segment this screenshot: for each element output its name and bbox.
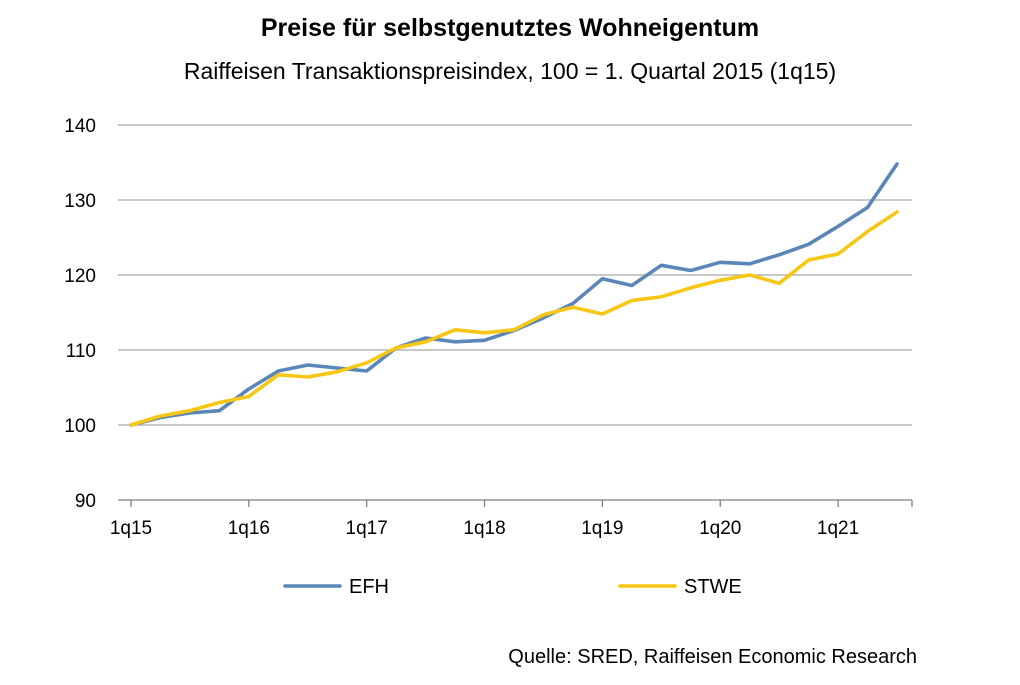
legend-label-efh: EFH [349, 576, 389, 598]
legend: EFH STWE [283, 576, 742, 598]
x-tick-label: 1q18 [463, 518, 505, 539]
y-tick-label: 100 [64, 416, 96, 437]
gridlines [118, 124, 912, 426]
x-tick-label: 1q21 [817, 518, 859, 539]
series-line-efh [129, 162, 899, 427]
source-note: Quelle: SRED, Raiffeisen Economic Resear… [508, 646, 917, 668]
x-tick-label: 1q16 [228, 518, 270, 539]
series-line-stwe [129, 210, 899, 427]
x-tick-label: 1q19 [581, 518, 623, 539]
axes: 90 100 110 120 130 140 1q15 1q16 1q17 1q18 1q19 1q2… [64, 116, 913, 539]
y-tick-label: 90 [75, 491, 96, 512]
y-tick-label: 130 [64, 191, 96, 212]
chart-title: Preise für selbstgenutztes Wohneigentum [260, 14, 760, 42]
chart-subtitle: Raiffeisen Transaktionspreisindex, 100 =… [183, 58, 837, 84]
x-tick-label: 1q17 [346, 518, 388, 539]
x-tick-label: 1q15 [110, 518, 152, 539]
legend-label-stwe: STWE [684, 576, 742, 598]
series-lines [129, 162, 899, 427]
y-tick-label: 120 [64, 266, 96, 287]
x-tick-label: 1q20 [699, 518, 741, 539]
y-tick-label: 140 [64, 116, 96, 137]
y-tick-label: 110 [66, 341, 96, 362]
